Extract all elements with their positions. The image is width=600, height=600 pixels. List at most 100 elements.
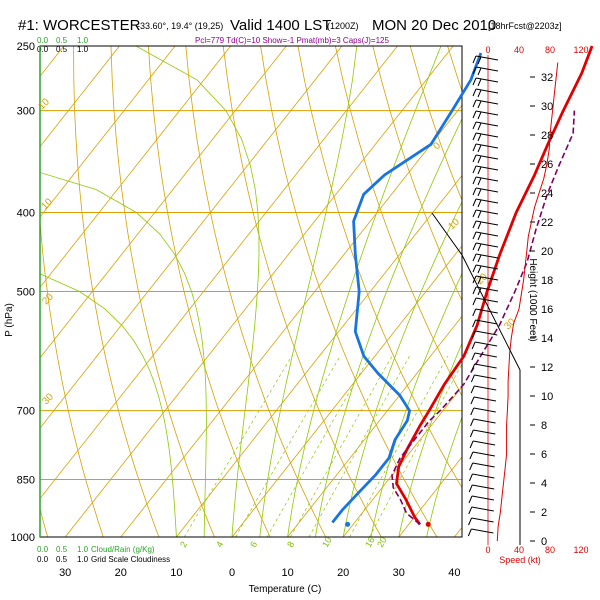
cloud-scale-bottom-05: 0.5 xyxy=(56,545,68,554)
wind-barb xyxy=(472,198,499,208)
grid-layer xyxy=(39,45,600,538)
wind-barb xyxy=(468,495,495,504)
height-tick-label: 24 xyxy=(541,188,553,200)
isotherm xyxy=(40,46,176,218)
wind-barb xyxy=(472,143,499,153)
temperature-tick-label: 30 xyxy=(59,567,71,579)
mixing-ratio-line xyxy=(183,355,293,537)
isotherm xyxy=(40,46,120,148)
grid-cloudiness-legend: Grid Scale Cloudiness xyxy=(91,555,170,564)
pressure-tick-label: 400 xyxy=(17,207,35,219)
height-tick-label: 4 xyxy=(541,478,547,490)
dry-adiabat xyxy=(260,46,438,537)
theta-label: 10 xyxy=(39,196,55,212)
wind-barb xyxy=(472,66,499,76)
wind-barb xyxy=(469,451,495,460)
dry-adiabat xyxy=(185,46,327,537)
dry-adiabat xyxy=(485,46,600,537)
theta-label: 20 xyxy=(40,291,56,307)
x-axis-label: Temperature (C) xyxy=(249,584,322,595)
wind-barb xyxy=(472,165,499,175)
speed-bottom-80: 80 xyxy=(545,545,555,555)
moist-adiabat xyxy=(259,46,358,537)
dry-adiabat xyxy=(560,46,600,537)
dewpoint-line xyxy=(331,52,483,524)
height-tick-label: 2 xyxy=(541,507,547,519)
dry-adiabat xyxy=(222,46,382,537)
dry-adiabat xyxy=(73,46,160,537)
height-tick-label: 32 xyxy=(541,72,553,84)
surface-dewpoint-marker xyxy=(345,521,351,527)
height-tick-label: 16 xyxy=(541,304,553,316)
mixing-ratio-label: 4 xyxy=(214,540,225,549)
moist-adiabat xyxy=(135,46,260,537)
mixing-ratio-label: 10 xyxy=(320,535,334,549)
wind-barb xyxy=(472,121,499,131)
speed-axis-label: Speed (kt) xyxy=(499,555,541,565)
wind-barb xyxy=(472,220,499,230)
wind-barb xyxy=(470,374,497,383)
pressure-tick-label: 1000 xyxy=(11,532,35,544)
isotherm xyxy=(287,315,462,537)
wind-barb xyxy=(472,319,498,328)
speed-top-40: 40 xyxy=(514,45,524,55)
wind-barb xyxy=(472,132,499,142)
wind-barb xyxy=(471,352,497,361)
mixing-ratio-label: 16 xyxy=(363,535,377,549)
parcel-subtitle: Pcl=779 Td(C)=10 Show=-1 Pmat(mb)=3 Caps… xyxy=(195,36,389,45)
grid-scale-top-0: 0.0 xyxy=(37,45,49,54)
height-tick-label: 18 xyxy=(541,275,553,287)
wind-barb xyxy=(472,99,499,109)
mixing-ratio-line xyxy=(369,363,462,537)
wind-barb xyxy=(470,418,496,427)
height-tick-label: 22 xyxy=(541,217,553,229)
wind-barb xyxy=(471,363,497,372)
wind-barb xyxy=(468,517,494,526)
cloud-scale-bottom-0: 0.0 xyxy=(37,545,49,554)
mixing-ratio-line xyxy=(266,355,371,537)
cloud-scale-top-1: 1.0 xyxy=(77,36,89,45)
wind-barb xyxy=(472,231,499,241)
temperature-tick-label: 40 xyxy=(448,567,460,579)
wind-barb xyxy=(471,341,498,350)
dry-adiabat xyxy=(372,46,462,302)
wind-barb xyxy=(468,506,494,515)
wind-barb xyxy=(472,264,499,274)
mixing-ratio-label: 8 xyxy=(285,540,296,549)
speed-bottom-40: 40 xyxy=(514,545,524,555)
speed-top-120: 120 xyxy=(573,45,588,55)
pressure-tick-label: 300 xyxy=(17,106,35,118)
cloud-rain-legend: Cloud/Rain (g/Kg) xyxy=(91,545,155,554)
wind-barb xyxy=(469,440,496,449)
series-layer xyxy=(331,45,594,527)
grid-scale-bottom-05: 0.5 xyxy=(56,555,68,564)
wind-barb xyxy=(472,275,499,285)
height-tick-label: 8 xyxy=(541,420,547,432)
height-tick-label: 28 xyxy=(541,130,553,142)
dry-adiabat xyxy=(335,46,462,397)
mixing-ratio-line xyxy=(349,355,449,537)
cloud-scale-top-05: 0.5 xyxy=(56,36,68,45)
dry-adiabat xyxy=(40,217,104,537)
speed-bottom-120: 120 xyxy=(573,545,588,555)
wind-barb xyxy=(472,88,499,98)
mixing-ratio-label: 6 xyxy=(248,540,259,549)
temperature-line xyxy=(395,45,594,526)
height-tick-label: 14 xyxy=(541,333,553,345)
temperature-tick-label: 0 xyxy=(229,567,235,579)
mixing-ratio-line xyxy=(308,355,410,537)
speed-top-0: 0 xyxy=(485,45,490,55)
height-tick-label: 30 xyxy=(541,101,553,113)
valid-date: MON 20 Dec 2010 xyxy=(372,17,496,34)
pressure-tick-label: 850 xyxy=(17,474,35,486)
dry-adiabat xyxy=(110,46,215,537)
wind-barb xyxy=(472,253,499,263)
grid-scale-bottom-1: 1.0 xyxy=(77,555,89,564)
grid-scale-top-05: 0.5 xyxy=(56,45,68,54)
mixing-ratio-line xyxy=(235,355,341,537)
moist-adiabat xyxy=(426,416,462,537)
station-coords: -33.60°, 19.4° (19,25) xyxy=(137,21,223,31)
moist-adiabat xyxy=(342,200,462,537)
isotherm xyxy=(342,385,462,537)
wind-barb xyxy=(469,429,496,438)
